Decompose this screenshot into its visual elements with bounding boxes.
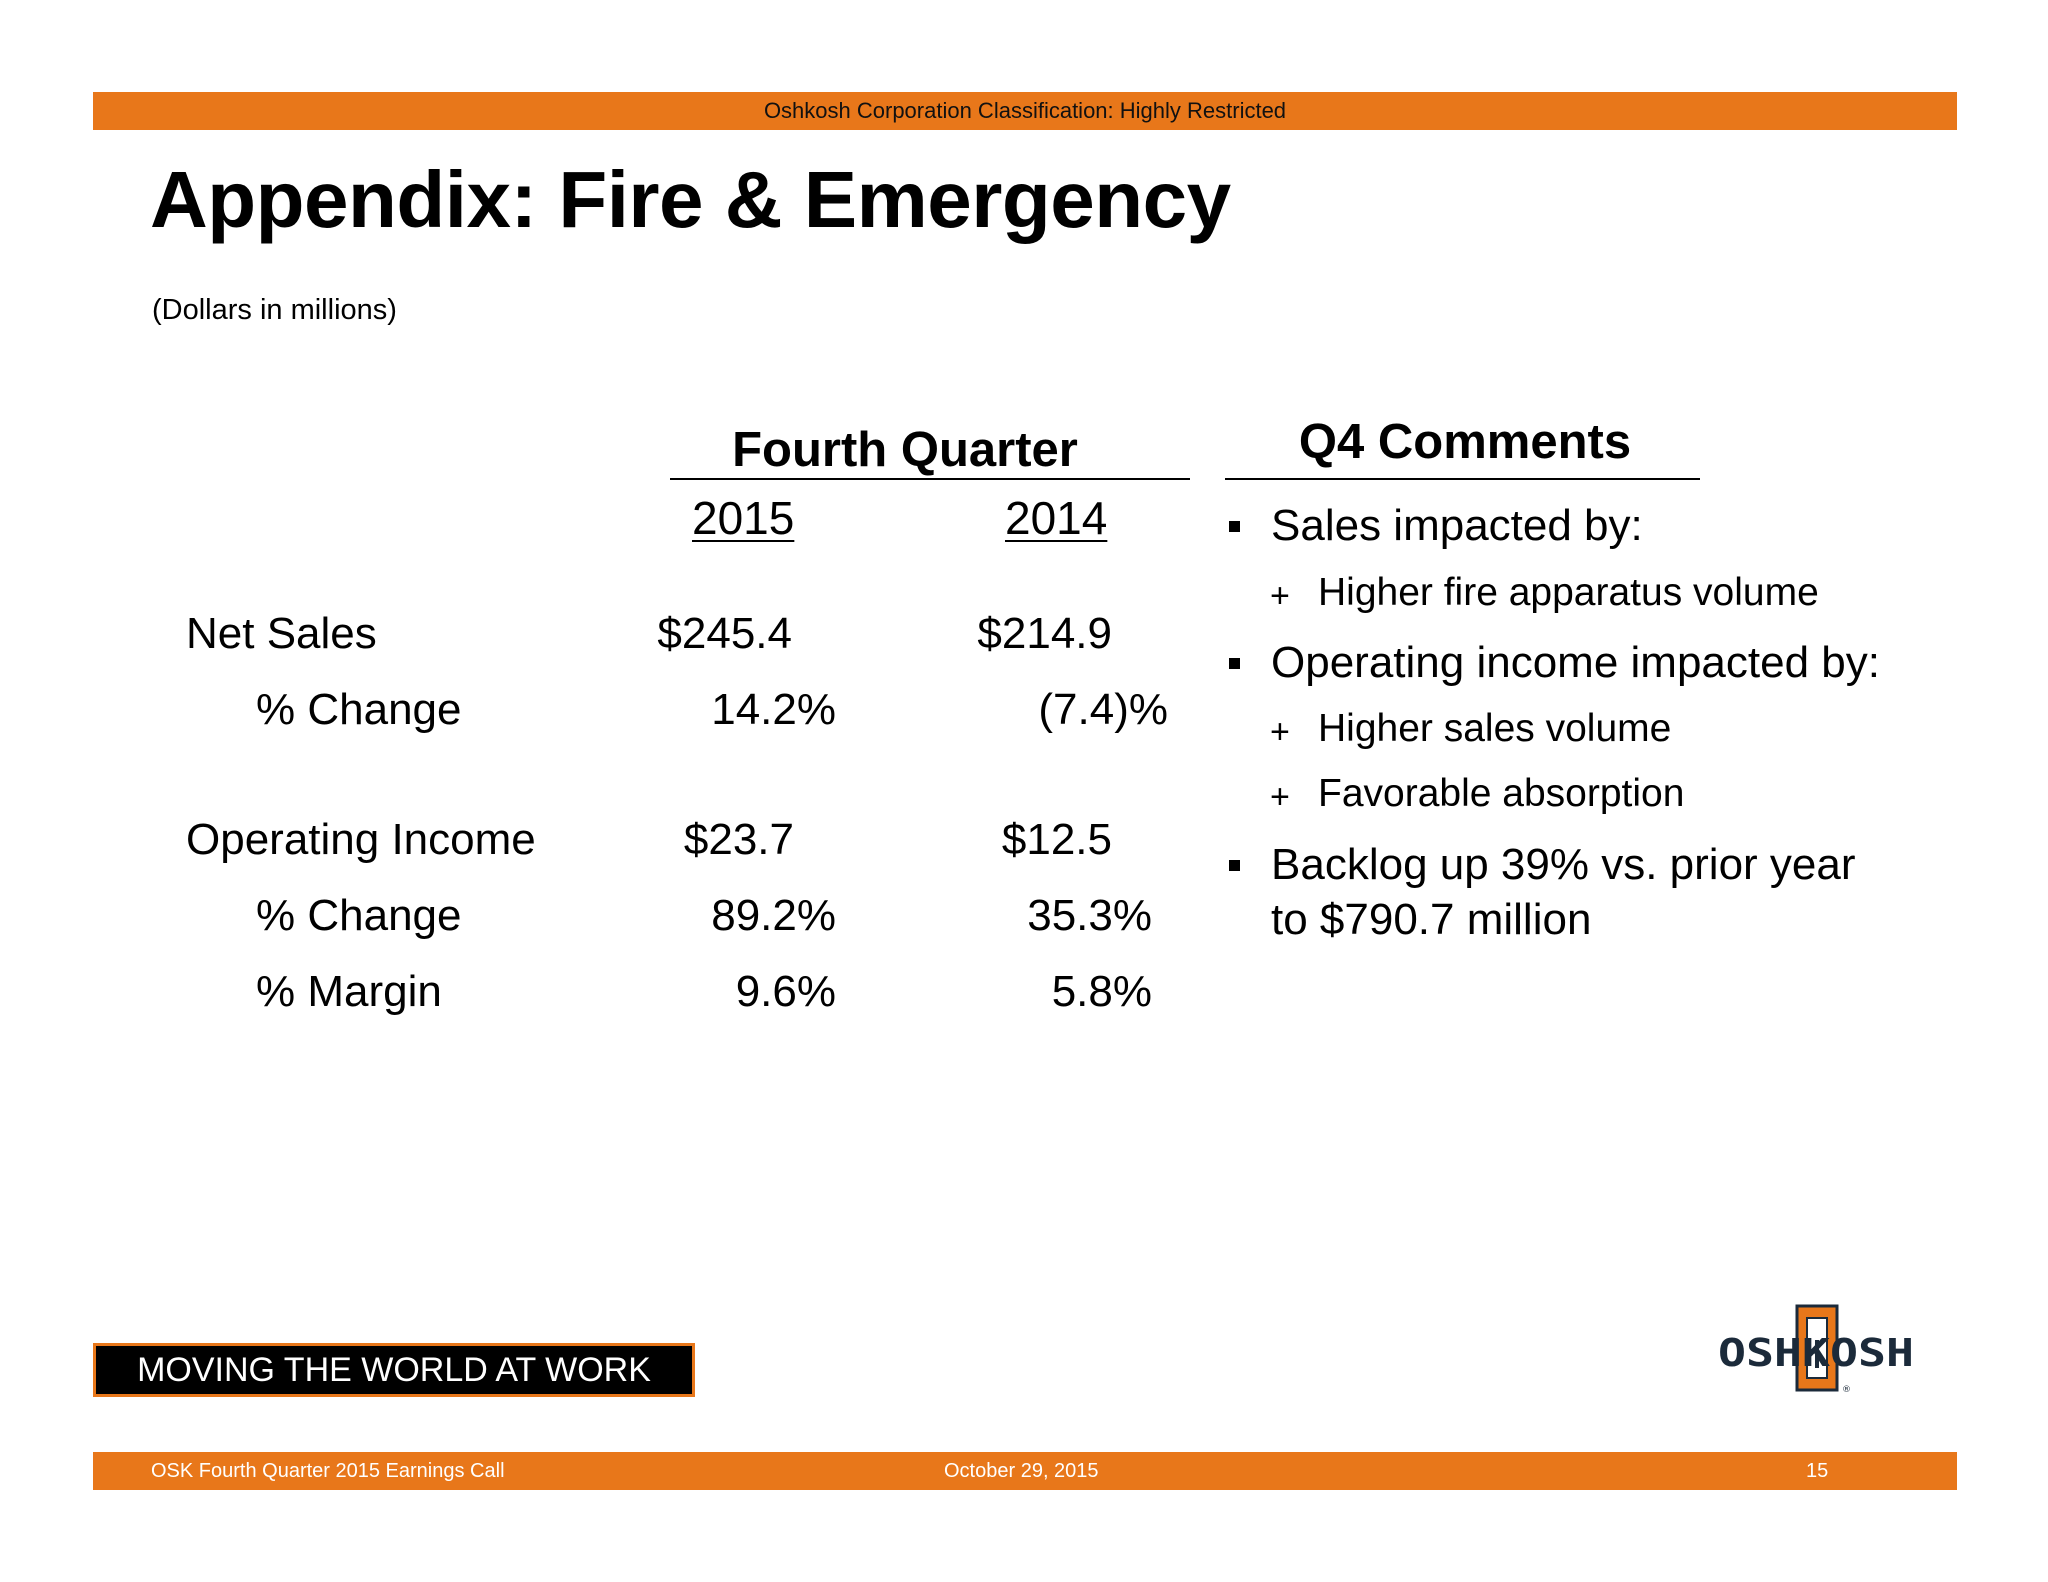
column-header-2015: 2015: [692, 492, 795, 544]
cell-income-change-2015: 89.2%: [711, 891, 836, 940]
classification-text: Oshkosh Corporation Classification: High…: [763, 98, 1287, 123]
footer-date: October 29, 2015: [944, 1460, 1099, 1482]
row-label-margin: % Margin: [256, 967, 442, 1016]
footer-page-number: 15: [1806, 1460, 1829, 1482]
comment-sub-absorption: Favorable absorption: [1318, 772, 1685, 815]
page-title: Appendix: Fire & Emergency: [150, 155, 1231, 244]
tagline-box: MOVING THE WORLD AT WORK: [93, 1343, 695, 1397]
column-header-2014: 2014: [1005, 492, 1108, 544]
comment-sub-fire-apparatus: Higher fire apparatus volume: [1318, 571, 1819, 614]
comment-bullet-backlog-line1: Backlog up 39% vs. prior year: [1271, 840, 1856, 889]
oshkosh-logo-icon: OSHKOSH ®: [1718, 1300, 1918, 1400]
row-label-sales-change: % Change: [256, 685, 462, 734]
plus-icon: +: [1270, 778, 1290, 816]
footer-band: OSK Fourth Quarter 2015 Earnings Call Oc…: [93, 1452, 1957, 1490]
cell-income-change-2014: 35.3%: [1027, 891, 1152, 940]
group-header-rule: [670, 478, 1190, 480]
comments-header: Q4 Comments: [1298, 415, 1632, 469]
cell-margin-2015: 9.6%: [735, 967, 836, 1016]
comment-bullet-operating-income: Operating income impacted by:: [1271, 638, 1880, 687]
comments-header-rule: [1225, 478, 1700, 480]
bullet-square-icon: [1229, 521, 1240, 532]
bullet-square-icon: [1229, 860, 1240, 871]
comment-sub-sales-volume: Higher sales volume: [1318, 707, 1672, 750]
row-label-net-sales: Net Sales: [186, 609, 377, 658]
cell-sales-change-2015: 14.2%: [711, 685, 836, 734]
logo-wordmark: OSHKOSH: [1718, 1331, 1914, 1375]
svg-text:®: ®: [1842, 1385, 1851, 1395]
comment-bullet-sales: Sales impacted by:: [1271, 501, 1643, 550]
plus-icon: +: [1270, 577, 1290, 615]
footer-event: OSK Fourth Quarter 2015 Earnings Call: [151, 1460, 505, 1482]
tagline-text: MOVING THE WORLD AT WORK: [137, 1351, 651, 1389]
page-subtitle: (Dollars in millions): [152, 294, 397, 326]
cell-operating-income-2014: $12.5: [1001, 815, 1112, 864]
table-group-header: Fourth Quarter: [732, 423, 1078, 477]
plus-icon: +: [1270, 713, 1290, 751]
cell-sales-change-2014: (7.4)%: [1038, 685, 1168, 734]
classification-banner: Oshkosh Corporation Classification: High…: [93, 92, 1957, 130]
comment-bullet-backlog-line2: to $790.7 million: [1271, 895, 1592, 944]
row-label-operating-income: Operating Income: [186, 815, 536, 864]
bullet-square-icon: [1229, 658, 1240, 669]
row-label-income-change: % Change: [256, 891, 462, 940]
cell-net-sales-2015: $245.4: [657, 609, 792, 658]
cell-margin-2014: 5.8%: [1051, 967, 1152, 1016]
cell-net-sales-2014: $214.9: [977, 609, 1112, 658]
cell-operating-income-2015: $23.7: [683, 815, 794, 864]
